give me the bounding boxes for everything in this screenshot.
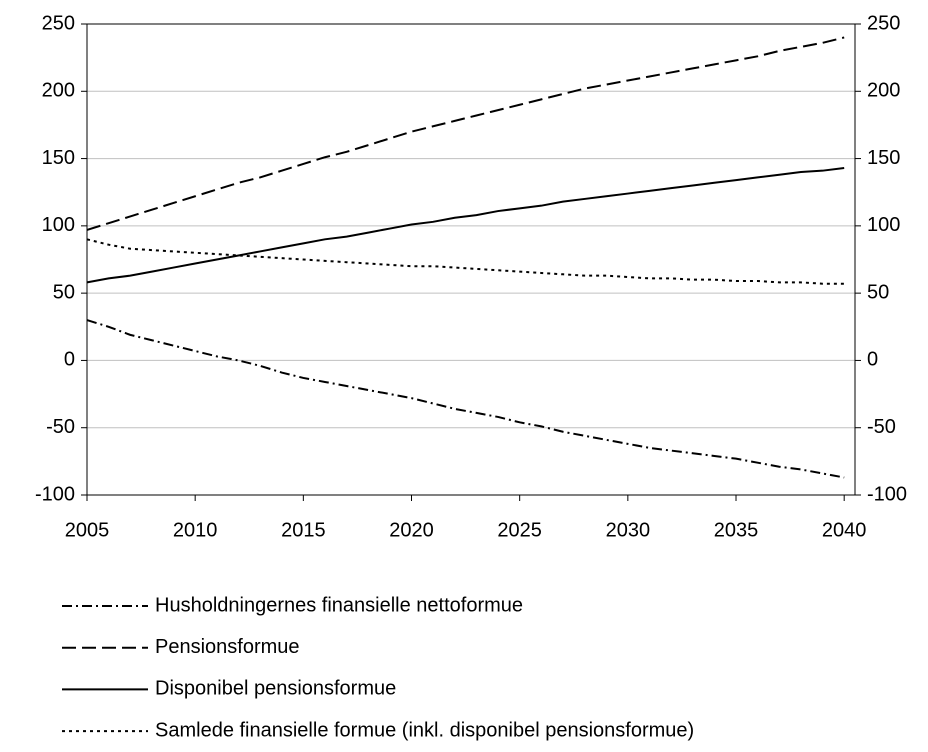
y2-tick-label: 0 — [867, 349, 878, 371]
legend-label: Husholdningernes finansielle nettoformue — [155, 594, 523, 616]
x-tick-label: 2010 — [173, 519, 218, 541]
y-tick-label: 250 — [42, 12, 75, 34]
y2-tick-label: -50 — [867, 416, 896, 438]
legend-label: Disponibel pensionsformue — [155, 678, 396, 700]
legend-label: Pensionsformue — [155, 636, 300, 658]
y-tick-label: 150 — [42, 147, 75, 169]
y2-tick-label: 250 — [867, 12, 900, 34]
y-tick-label: -50 — [46, 416, 75, 438]
y-tick-label: 100 — [42, 214, 75, 236]
x-tick-label: 2020 — [389, 519, 434, 541]
y2-tick-label: 50 — [867, 281, 889, 303]
y2-tick-label: 200 — [867, 80, 900, 102]
y-tick-label: 200 — [42, 80, 75, 102]
x-tick-label: 2015 — [281, 519, 326, 541]
x-tick-label: 2040 — [822, 519, 867, 541]
y2-tick-label: 150 — [867, 147, 900, 169]
y-tick-label: -100 — [35, 483, 75, 505]
x-tick-label: 2035 — [714, 519, 759, 541]
series-line — [86, 166, 845, 284]
series-line — [86, 319, 845, 479]
legend-label: Samlede finansielle formue (inkl. dispon… — [155, 719, 694, 741]
y-tick-label: 50 — [53, 281, 75, 303]
y2-tick-label: -100 — [867, 483, 907, 505]
series-line — [86, 238, 845, 285]
y-tick-label: 0 — [64, 349, 75, 371]
x-tick-label: 2030 — [606, 519, 651, 541]
series-line — [86, 36, 845, 231]
x-tick-label: 2005 — [65, 519, 110, 541]
x-tick-label: 2025 — [497, 519, 542, 541]
plot-frame — [86, 23, 856, 496]
y2-tick-label: 100 — [867, 214, 900, 236]
